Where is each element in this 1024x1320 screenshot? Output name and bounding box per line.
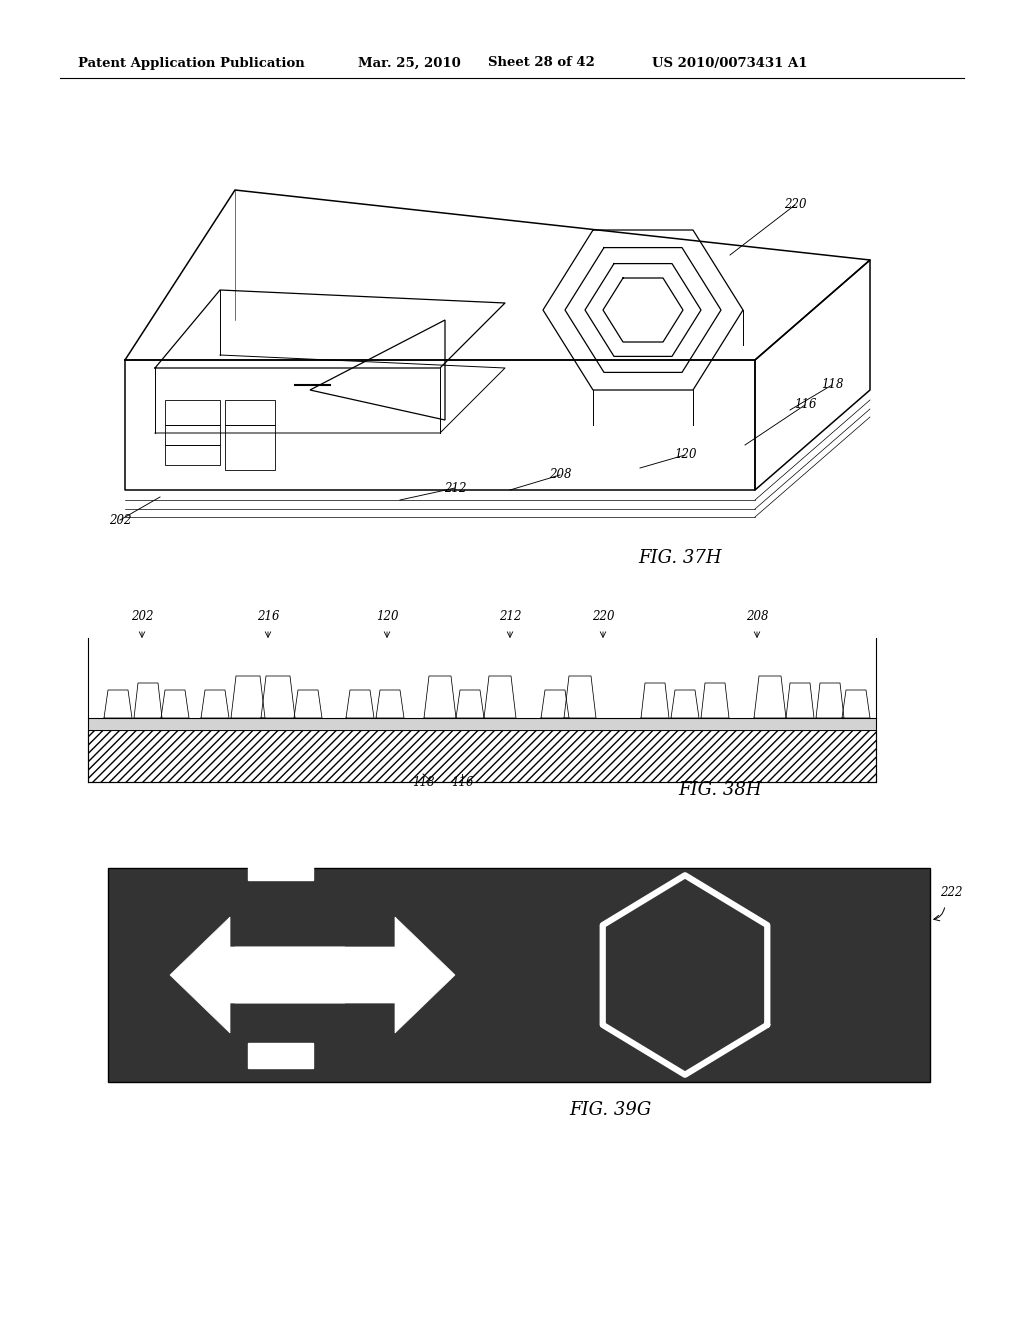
Bar (790, 648, 810, 682)
Bar (485, 635, 515, 676)
Text: 222: 222 (940, 887, 963, 899)
Text: FIG. 37H: FIG. 37H (638, 549, 722, 568)
Text: FIG. 38H: FIG. 38H (678, 781, 762, 799)
Bar (642, 649, 668, 682)
Text: 120: 120 (376, 610, 398, 623)
Bar (298, 663, 318, 690)
Text: 216: 216 (257, 610, 280, 623)
Bar (425, 635, 455, 676)
Bar (672, 663, 698, 690)
Text: Mar. 25, 2010: Mar. 25, 2010 (358, 57, 461, 70)
Bar (755, 635, 785, 676)
Bar (236, 634, 260, 676)
Text: 212: 212 (443, 482, 466, 495)
Bar (165, 425, 220, 445)
Bar (702, 649, 728, 682)
Bar (843, 663, 869, 690)
Bar (542, 663, 568, 690)
Bar (202, 663, 228, 690)
Bar (135, 649, 161, 682)
Bar (569, 634, 591, 676)
Bar (108, 869, 930, 1082)
Bar (232, 635, 264, 676)
Bar (162, 663, 188, 690)
Bar (489, 634, 511, 676)
Bar (429, 634, 451, 676)
Bar (565, 635, 595, 676)
Text: 220: 220 (783, 198, 806, 211)
Text: Sheet 28 of 42: Sheet 28 of 42 (488, 57, 595, 70)
Text: 118: 118 (821, 379, 843, 392)
Bar (88, 638, 876, 718)
Bar (248, 855, 313, 880)
Bar (165, 400, 220, 425)
Bar (675, 663, 695, 690)
Bar (545, 663, 565, 690)
Text: 208: 208 (549, 469, 571, 482)
Polygon shape (234, 917, 455, 1034)
Bar (105, 663, 131, 690)
Bar (817, 649, 843, 682)
Text: 120: 120 (674, 449, 696, 462)
Bar (820, 648, 840, 682)
Bar (380, 663, 400, 690)
Bar (759, 634, 781, 676)
Text: 208: 208 (745, 610, 768, 623)
Bar (846, 663, 866, 690)
Bar (225, 425, 275, 470)
Polygon shape (170, 917, 345, 1034)
Bar (138, 648, 158, 682)
Text: FIG. 39G: FIG. 39G (569, 1101, 651, 1119)
Bar (165, 445, 220, 465)
Bar (645, 648, 665, 682)
Bar (705, 648, 725, 682)
Text: 220: 220 (592, 610, 614, 623)
Text: 202: 202 (131, 610, 154, 623)
Bar (225, 400, 275, 425)
Text: Patent Application Publication: Patent Application Publication (78, 57, 305, 70)
Text: 118: 118 (412, 776, 434, 788)
Bar (350, 663, 370, 690)
Bar (108, 663, 128, 690)
Bar (205, 663, 225, 690)
Bar (266, 634, 290, 676)
Bar (347, 663, 373, 690)
Bar (787, 649, 813, 682)
Bar (165, 663, 185, 690)
Bar (457, 663, 483, 690)
Bar (248, 1043, 313, 1068)
Text: 212: 212 (499, 610, 521, 623)
Bar (88, 730, 876, 781)
Bar (377, 663, 403, 690)
Bar (262, 635, 294, 676)
Bar (88, 718, 876, 730)
Text: 202: 202 (109, 513, 131, 527)
Bar (295, 663, 321, 690)
Text: 116: 116 (794, 399, 816, 412)
Bar (460, 663, 480, 690)
Text: 116: 116 (451, 776, 473, 788)
Text: US 2010/0073431 A1: US 2010/0073431 A1 (652, 57, 808, 70)
